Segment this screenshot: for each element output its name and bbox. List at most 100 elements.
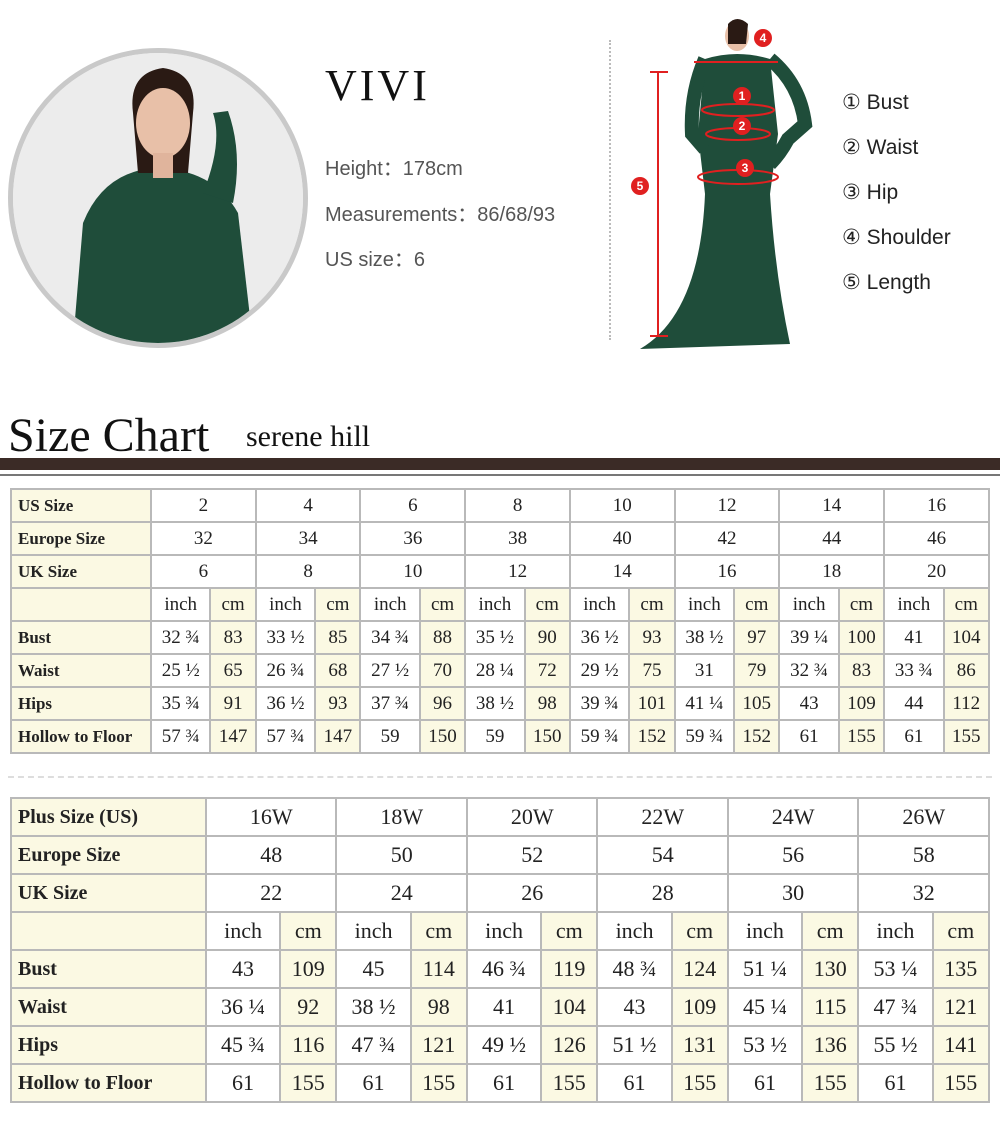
cm-cell: 114 (409, 949, 468, 989)
cm-cell: 97 (733, 620, 781, 655)
row-label: Hips (10, 686, 152, 721)
cm-cell: 93 (314, 686, 362, 721)
unit-inch: inch (204, 911, 282, 951)
unit-cm: cm (279, 911, 338, 951)
inch-cell: 51 ¼ (726, 949, 804, 989)
cm-cell: 131 (670, 1025, 729, 1065)
size-cell: 6 (359, 488, 467, 523)
standard-size-table: US Size 2 4 6 8 10 12 14 16 Europe Size 32 34 36 38 40… (10, 488, 991, 754)
legend-shoulder: ④ Shoulder (842, 226, 951, 249)
cm-cell: 155 (801, 1063, 860, 1103)
size-cell: 18 (778, 554, 886, 589)
inch-cell: 33 ¾ (883, 653, 945, 688)
inch-cell: 39 ¾ (568, 686, 631, 721)
inch-cell: 38 ½ (464, 686, 526, 721)
unit-inch: inch (335, 911, 412, 951)
cm-cell: 121 (409, 1025, 468, 1065)
marker-1: 1 (739, 89, 746, 103)
inch-cell: 51 ½ (596, 1025, 673, 1065)
size-cell: 14 (778, 488, 886, 523)
unit-inch: inch (149, 587, 212, 622)
size-cell: 12 (464, 554, 571, 589)
size-cell: 56 (726, 835, 860, 875)
unit-inch: inch (464, 587, 526, 622)
inch-cell: 59 ¾ (568, 719, 631, 754)
inch-cell: 55 ½ (857, 1025, 934, 1065)
cm-cell: 104 (942, 620, 991, 655)
inch-cell: 61 (726, 1063, 804, 1103)
size-chart-title: Size Chart (8, 409, 210, 462)
inch-cell: 47 ¾ (335, 1025, 412, 1065)
unit-row: inch cm inch cm inch cm inch cm inch cm inch cm (10, 911, 991, 951)
inch-cell: 49 ½ (465, 1025, 543, 1065)
size-cell: 2 (150, 488, 257, 523)
cm-cell: 83 (209, 620, 257, 655)
size-row: UK Size 6 8 10 12 14 16 18 20 (10, 554, 990, 589)
measurement-figure: 1 2 3 4 5 (631, 19, 813, 349)
inch-cell: 45 ¼ (726, 987, 804, 1027)
inch-cell: 41 ¼ (673, 686, 736, 721)
inch-cell: 61 (857, 1063, 934, 1103)
inch-cell: 53 ¼ (857, 949, 934, 989)
model-measurements: Measurements：86/68/93 (325, 204, 556, 226)
cm-cell: 98 (523, 686, 571, 721)
size-cell: 32 (857, 873, 990, 913)
size-cell: 52 (465, 835, 599, 875)
heading-rule (0, 474, 1000, 476)
cm-cell: 124 (670, 949, 729, 989)
inch-cell: 35 ½ (464, 620, 526, 655)
marker-5: 5 (637, 179, 644, 193)
legend-length: ⑤ Length (842, 271, 931, 294)
cm-cell: 96 (418, 686, 467, 721)
unit-cm: cm (837, 587, 886, 622)
table-row: Bust 32 ¾ 83 33 ½ 85 34 ¾ 88 35 ½ 90 36 ½ 93 38 ½ 97… (10, 620, 991, 655)
size-cell: 16W (204, 797, 338, 837)
inch-cell: 43 (596, 987, 673, 1027)
inch-cell: 45 (335, 949, 412, 989)
unit-cm: cm (931, 911, 991, 951)
size-cell: 42 (673, 521, 781, 556)
size-row: UK Size 22 24 26 28 30 32 (10, 873, 990, 913)
cm-cell: 155 (942, 719, 991, 754)
inch-cell: 41 (465, 987, 543, 1027)
cm-cell: 105 (733, 686, 781, 721)
size-cell: 24W (726, 797, 860, 837)
inch-cell: 46 ¾ (465, 949, 543, 989)
row-label: Hips (10, 1025, 207, 1065)
unit-cm: cm (942, 587, 991, 622)
size-cell: 6 (150, 554, 257, 589)
cm-cell: 147 (314, 719, 362, 754)
cm-cell: 109 (670, 987, 729, 1027)
size-cell: 58 (857, 835, 990, 875)
cm-cell: 75 (628, 653, 676, 688)
inch-cell: 36 ¼ (204, 987, 282, 1027)
size-cell: 28 (596, 873, 729, 913)
cm-cell: 136 (801, 1025, 860, 1065)
size-cell: 34 (254, 521, 362, 556)
inch-cell: 44 (883, 686, 945, 721)
inch-cell: 47 ¾ (857, 987, 934, 1027)
inch-cell: 38 ½ (335, 987, 412, 1027)
model-height: Height：178cm (325, 158, 463, 180)
cm-cell: 115 (801, 987, 860, 1027)
unit-cm: cm (628, 587, 676, 622)
legend-waist: ② Waist (842, 136, 919, 159)
size-cell: 18W (335, 797, 468, 837)
inch-cell: 48 ¾ (596, 949, 673, 989)
cm-cell: 101 (628, 686, 676, 721)
unit-inch: inch (673, 587, 736, 622)
cm-cell: 121 (931, 987, 991, 1027)
unit-inch: inch (465, 911, 543, 951)
cm-cell: 100 (837, 620, 886, 655)
unit-inch: inch (883, 587, 945, 622)
inch-cell: 61 (778, 719, 840, 754)
inch-cell: 27 ½ (359, 653, 421, 688)
unit-cm: cm (670, 911, 729, 951)
cm-cell: 112 (942, 686, 991, 721)
unit-cm: cm (314, 587, 362, 622)
table-row: Waist 25 ½ 65 26 ¾ 68 27 ½ 70 28 ¼ 72 29 ½ 75 31 79 3… (10, 653, 991, 688)
cm-cell: 72 (523, 653, 571, 688)
size-cell: 12 (673, 488, 781, 523)
